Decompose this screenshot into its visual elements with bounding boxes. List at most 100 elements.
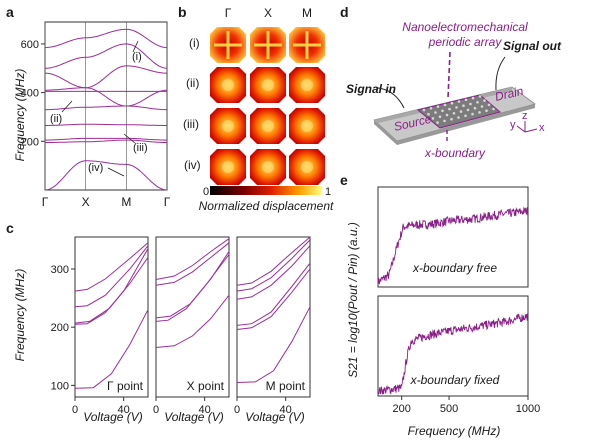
colorbar: [210, 186, 322, 195]
band-curve-2: [45, 139, 167, 143]
array-hole: [450, 117, 453, 121]
b-row-iii: (iii): [183, 117, 199, 131]
panel-label-e: e: [340, 172, 348, 188]
band-curve-9: [44, 43, 168, 69]
mode-tile-r4-c2: [250, 149, 286, 185]
signal-in-arrow: [377, 87, 405, 109]
c-xlabel-3: Voltage (V): [245, 410, 305, 424]
array-hole: [466, 108, 470, 112]
band-curve-10: [44, 28, 168, 49]
mode-tile-r2-c1: [210, 67, 246, 103]
array-hole: [471, 112, 474, 116]
arrow-iii: [123, 133, 136, 144]
array-hole: [478, 111, 481, 114]
array-hole: [462, 104, 465, 107]
array-hole: [480, 105, 484, 108]
band-curve-1: [44, 160, 168, 191]
b-row-ii: (ii): [186, 76, 199, 90]
band-curve-3: [45, 137, 167, 141]
e-trace-2: [377, 313, 529, 395]
array-hole: [476, 101, 479, 104]
array-hole: [483, 99, 486, 102]
c-ytick-label: 200: [51, 322, 69, 334]
array-hole: [431, 117, 435, 120]
array-pointer: [447, 51, 451, 99]
colorbar-max: 1: [325, 186, 331, 198]
array-hole: [450, 101, 454, 105]
array-hole: [427, 112, 430, 116]
c-ytick-label: 100: [51, 380, 69, 392]
drain-label: Drain: [494, 84, 525, 104]
colorbar-label: Normalized displacement: [199, 199, 334, 213]
panel-b-mode-shapes: Γ X M (i) (ii) (iii) (iv) 0 1 Normalized…: [183, 6, 334, 213]
c-curve-1-4: [74, 245, 149, 308]
array-hole: [436, 105, 440, 108]
c-ytick-label: 300: [51, 264, 69, 276]
substrate-front: [397, 104, 535, 145]
mode-tile-r3-c1: [210, 108, 246, 144]
panel-label-c: c: [6, 220, 14, 236]
a-xtick-label-1: X: [82, 195, 90, 209]
c-xtick-label: 0: [72, 404, 78, 416]
mode-pattern-center: [262, 79, 274, 91]
c-frame-2: [155, 236, 230, 398]
array-hole: [469, 102, 472, 106]
band-curve-5: [44, 105, 168, 111]
mode-tile-r1-c3: [289, 27, 325, 63]
array-hole: [443, 119, 446, 123]
a-ytick-label-200: 200: [21, 136, 39, 148]
c-label-x: X point: [187, 379, 225, 393]
colorbar-min: 0: [203, 186, 209, 198]
array-hole: [485, 109, 488, 112]
c-curve-2-5: [155, 238, 230, 280]
c-subplot-3: 0 40: [234, 236, 311, 416]
array-hole: [429, 107, 433, 110]
a-ytick-label-400: 400: [21, 88, 39, 100]
b-row-i: (i): [189, 36, 200, 50]
array-label-line2: periodic array: [428, 35, 503, 49]
c-curve-2-3: [155, 251, 230, 319]
array-hole: [492, 107, 495, 111]
panel-c-voltage-tuning: 0 40 100 200 300 0 40 0 40 Frequency (MHz) Volta…: [13, 236, 311, 424]
array-hole: [445, 113, 449, 117]
mode-tile-r4-c3: [289, 149, 325, 185]
array-hole: [487, 103, 491, 107]
mode-tile-r2-c2: [250, 67, 286, 103]
c-curve-1-2: [74, 248, 149, 325]
signal-out-label: Signal out: [503, 39, 562, 53]
panel-label-d: d: [340, 4, 349, 20]
e-trace-1: [377, 206, 529, 286]
e-label-free: x-boundary free: [412, 261, 497, 275]
b-tiles: [210, 27, 325, 185]
panel-e-ylabel: S21 = log10(Pout / Pin) (a.u.): [346, 222, 360, 378]
panel-label-a: a: [6, 4, 14, 20]
axis-y: y: [510, 119, 516, 131]
array-hole: [478, 95, 482, 98]
mode-tile-r2-c3: [289, 67, 325, 103]
c-frame-3: [236, 236, 311, 398]
panel-e-transmission: 200 500 1000 S21 = log10(Pout / Pin) (a.u.…: [346, 186, 540, 438]
mode-pattern-center: [301, 161, 313, 173]
mode-pattern-center: [301, 120, 313, 132]
array-hole: [448, 107, 451, 111]
mode-tile-r4-c1: [210, 149, 246, 185]
e-xlabel: Frequency (MHz): [408, 424, 501, 438]
c-xtick-label: 0: [234, 404, 240, 416]
mode-tile-r3-c2: [250, 108, 286, 144]
periodic-array: [416, 94, 502, 129]
a-xtick-label-3: Γ: [164, 195, 171, 209]
axis-triad: [516, 121, 538, 133]
array-hole: [459, 110, 463, 113]
array-hole: [464, 114, 467, 118]
c-xtick-label: 40: [199, 404, 211, 416]
array-hole: [436, 121, 439, 124]
array-hole: [434, 111, 437, 114]
panel-label-b: b: [178, 4, 187, 20]
b-col-m: M: [302, 6, 312, 20]
b-row-iv: (iv): [184, 158, 201, 172]
annotation-iii: (iii): [133, 142, 148, 154]
c-curve-2-1: [155, 294, 230, 348]
e-xtick-label: 1000: [516, 403, 540, 415]
